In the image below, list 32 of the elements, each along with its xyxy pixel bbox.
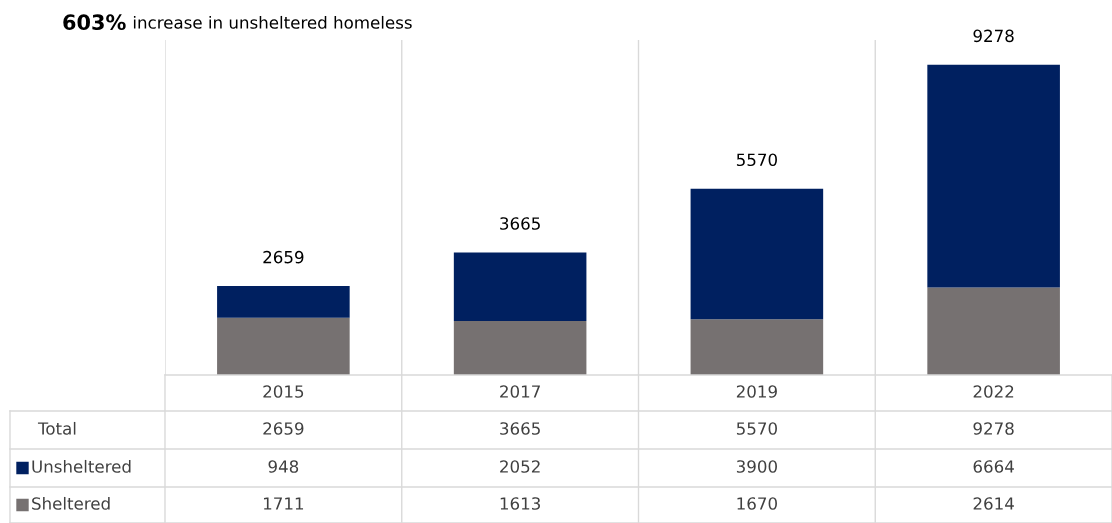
data-label: 1711 [264, 497, 304, 510]
total-label: 3665 [500, 217, 540, 230]
text: 2659 [263, 422, 304, 435]
total-label: 9278 [973, 29, 1014, 43]
text: 5570 [736, 422, 777, 435]
x-tick-label: 2017 [500, 385, 540, 398]
bar [453, 321, 587, 375]
legend-label: Sheltered [32, 496, 110, 510]
data-label: 6664 [973, 460, 1014, 473]
chart-title: 603% increase in unsheltered homeless [63, 14, 412, 31]
data-label: 3900 [736, 460, 777, 473]
total-label: 2659 [263, 250, 304, 264]
text: 3665 [500, 422, 540, 435]
bar [453, 252, 587, 322]
data-label: 948 [268, 460, 299, 473]
bar [690, 188, 824, 320]
legend-label: Unsheltered [32, 459, 131, 473]
data-label: 2614 [973, 497, 1014, 510]
x-tick-label: 2015 [263, 385, 304, 398]
text: Total [37, 421, 76, 435]
bar [927, 287, 1060, 375]
bar [690, 319, 824, 375]
text: 9278 [973, 422, 1014, 435]
x-tick-label: 2019 [736, 385, 777, 398]
data-label: 1670 [737, 497, 777, 510]
total-label: 5570 [736, 153, 777, 167]
data-label: 2052 [500, 460, 540, 473]
bar [217, 286, 350, 318]
data-label: 1613 [500, 497, 540, 510]
bar [927, 64, 1060, 288]
bar [217, 317, 350, 375]
x-tick-label: 2022 [973, 385, 1014, 398]
